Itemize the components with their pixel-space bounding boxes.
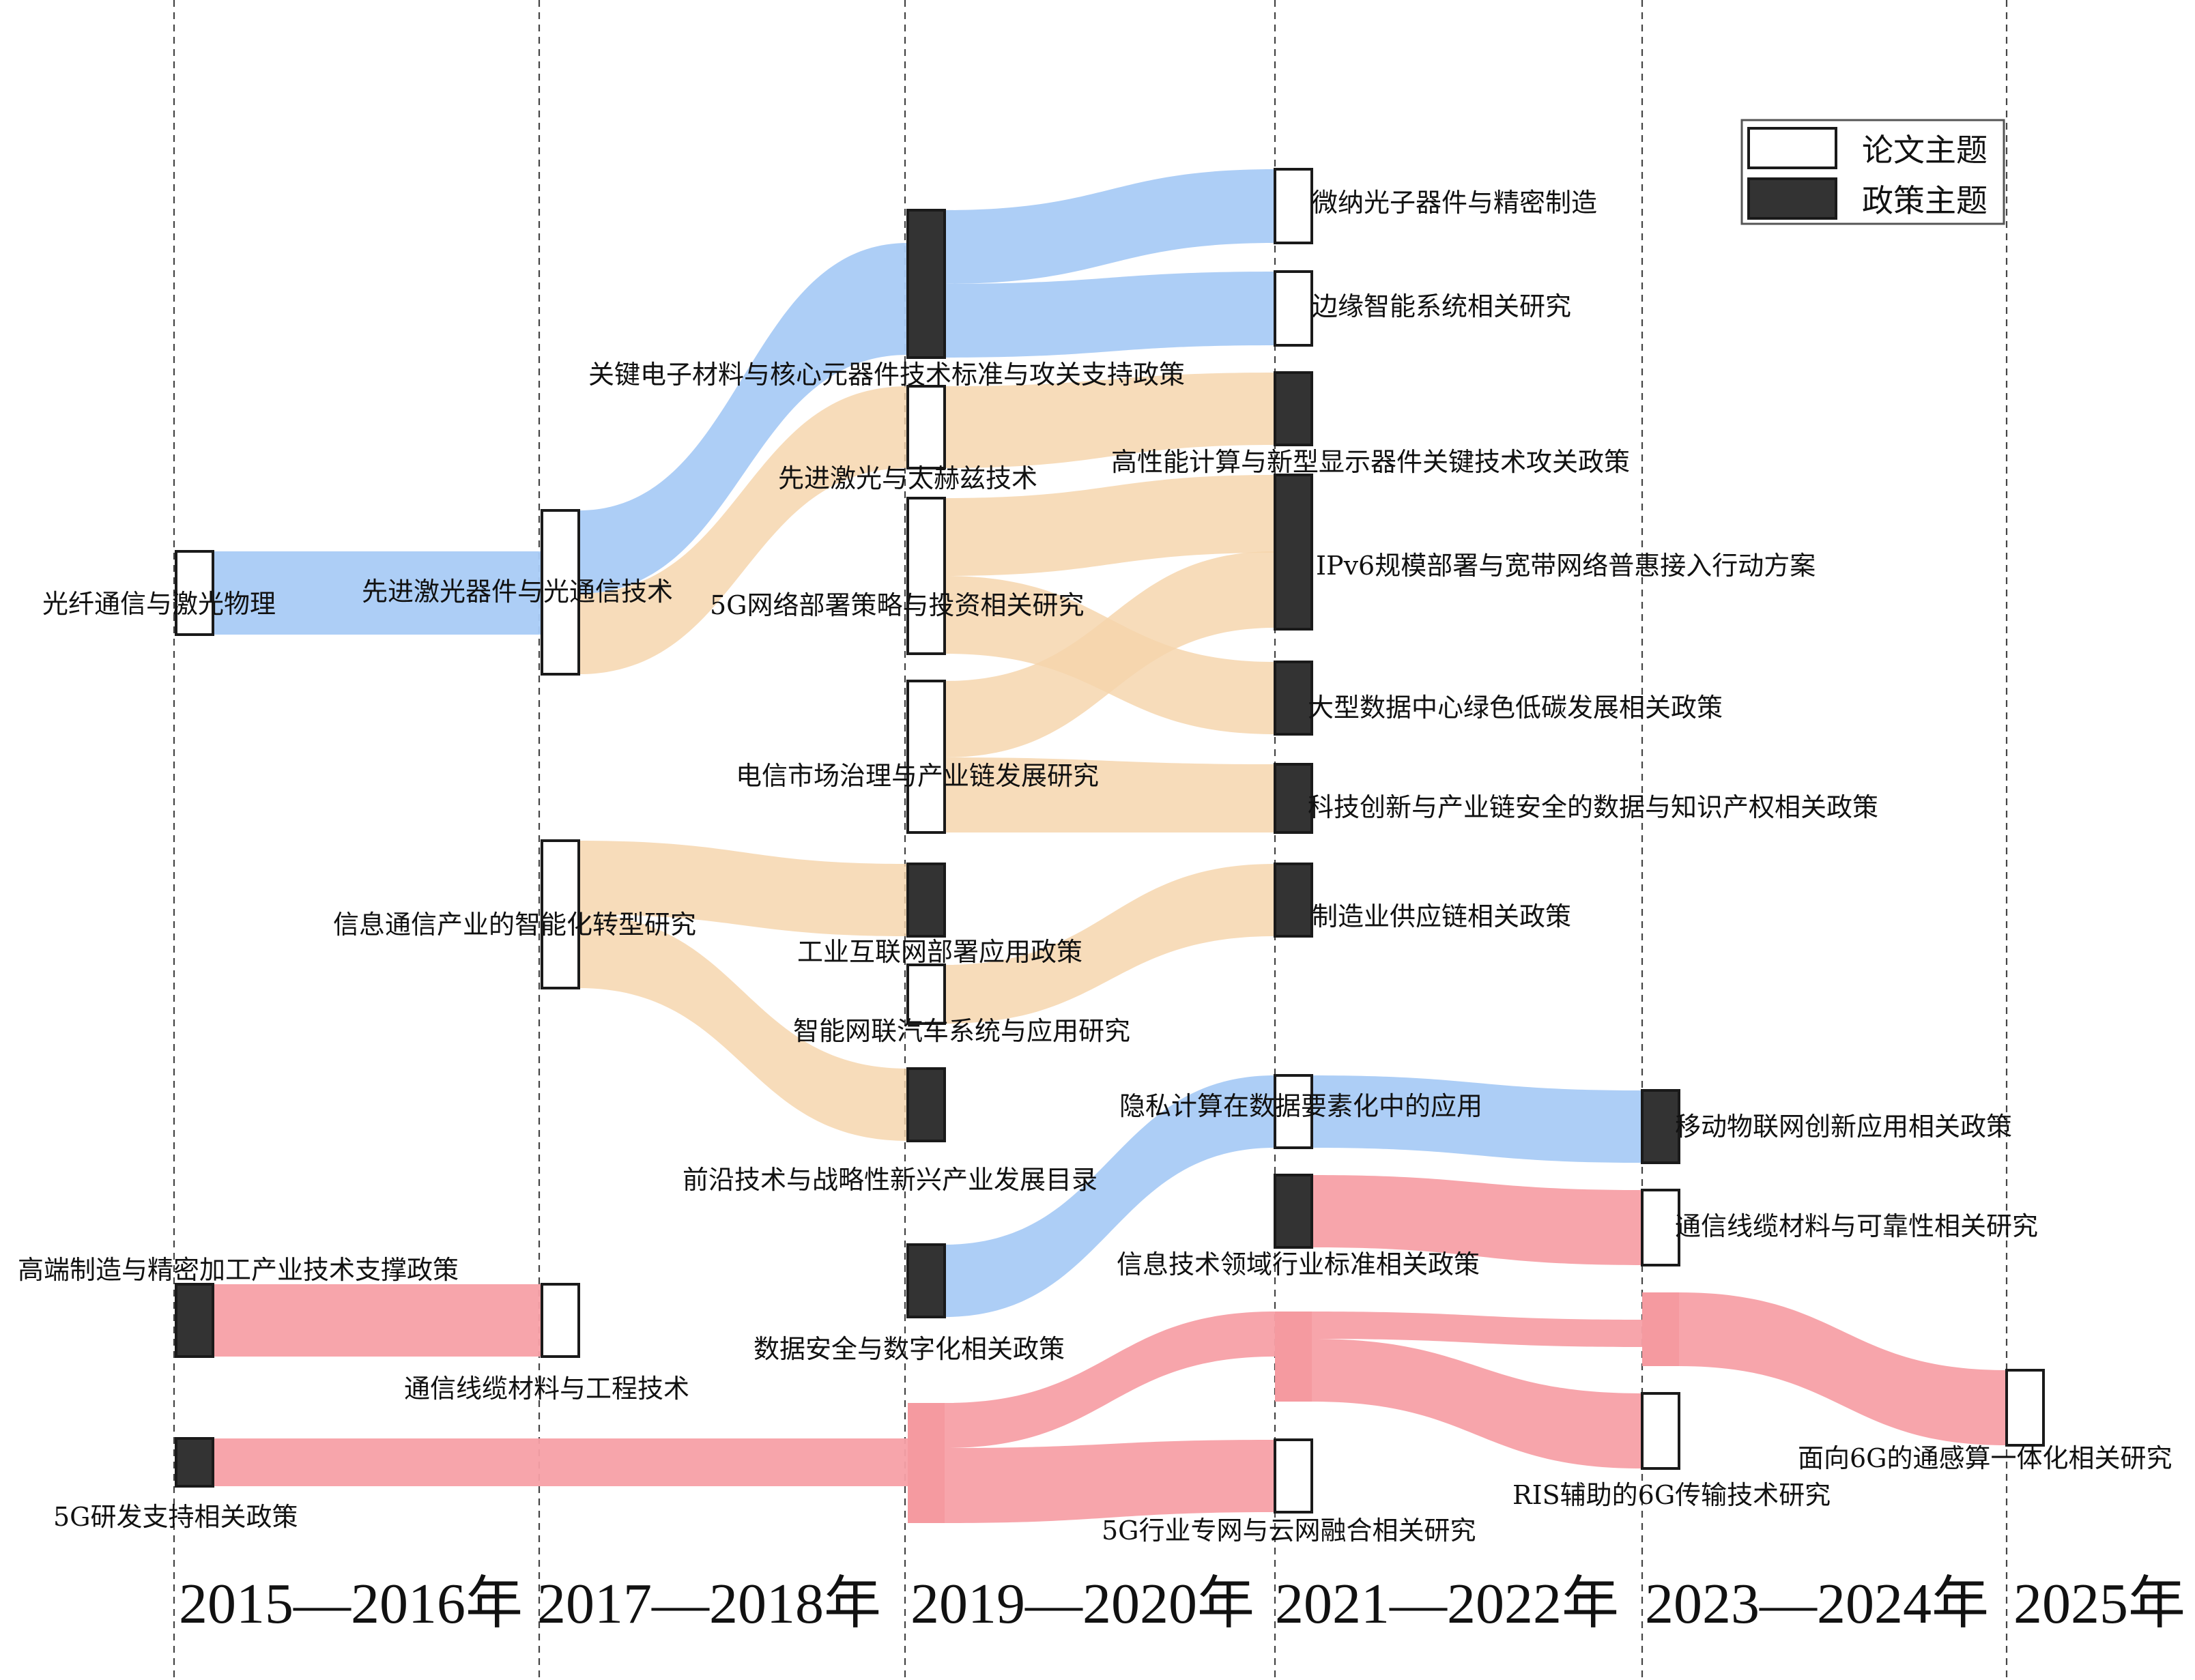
node-n26-paper <box>1641 1189 1680 1266</box>
node-label-n5: 信息通信产业的智能化转型研究 <box>333 910 696 940</box>
flow-n3b-n4b <box>945 1312 1275 1448</box>
node-n14-policy <box>906 1243 946 1318</box>
period-label-p1: 2015—2016年 <box>179 1572 523 1636</box>
node-n12-paper <box>906 964 946 1025</box>
legend-paper-swatch <box>1747 127 1837 169</box>
node-label-n12: 智能网联汽车系统与应用研究 <box>793 1016 1130 1046</box>
node-n17-policy <box>1274 371 1313 446</box>
period-label-p4: 2021—2022年 <box>1275 1572 1619 1636</box>
node-n28-paper <box>2005 1369 2045 1447</box>
flow-n5b-n28 <box>1679 1292 2007 1445</box>
legend-policy-swatch <box>1747 177 1837 220</box>
node-label-n2: 高端制造与精密加工产业技术支撑政策 <box>18 1255 459 1285</box>
period-label-p2: 2017—2018年 <box>537 1572 881 1636</box>
node-n13-policy <box>906 1067 946 1142</box>
node-label-n23: 信息技术领域行业标准相关政策 <box>1117 1249 1480 1279</box>
node-label-n27: RIS辅助的6G传输技术研究 <box>1512 1480 1831 1510</box>
flow-bands <box>213 169 2007 1523</box>
node-label-n6: 通信线缆材料与工程技术 <box>404 1374 689 1404</box>
node-label-n21: 制造业供应链相关政策 <box>1312 901 1571 931</box>
flow-n9-n18 <box>945 475 1275 576</box>
node-label-n18: IPv6规模部署与宽带网络普惠接入行动方案 <box>1316 551 1816 581</box>
node-n11-policy <box>906 863 946 938</box>
node-label-n26: 通信线缆材料与可靠性相关研究 <box>1675 1211 2038 1241</box>
node-n5-paper <box>541 839 580 989</box>
flow-n7-n15 <box>945 169 1275 284</box>
node-label-n19: 大型数据中心绿色低碳发展相关政策 <box>1308 693 1723 723</box>
flow-n22-n25 <box>1312 1075 1642 1163</box>
flow-n10-n20 <box>945 757 1275 832</box>
legend-policy-label: 政策主题 <box>1862 182 1988 219</box>
node-label-n13: 前沿技术与战略性新兴产业发展目录 <box>683 1165 1098 1195</box>
flow-n4b-n5b <box>1312 1312 1642 1347</box>
node-n21-policy <box>1274 863 1313 938</box>
flow-n23-n26 <box>1312 1175 1642 1265</box>
flow-n2-n6 <box>213 1284 542 1357</box>
node-n18-policy <box>1274 474 1313 631</box>
node-label-n28: 面向6G的通感算一体化相关研究 <box>1798 1443 2172 1473</box>
flow-passthrough-n5b <box>1642 1292 1679 1366</box>
flow-n7-n16 <box>945 272 1275 358</box>
node-label-n3: 5G研发支持相关政策 <box>53 1502 298 1532</box>
legend: 论文主题 政策主题 <box>1740 119 2005 225</box>
node-n23-policy <box>1274 1174 1313 1249</box>
period-labels: 2015—2016年 2017—2018年 2019—2020年 2021—2022年… <box>179 1572 2185 1636</box>
node-n4-paper <box>541 509 580 676</box>
flow-passthrough-n4b <box>1275 1312 1312 1402</box>
node-n3-policy <box>175 1437 214 1488</box>
node-n10-paper <box>906 680 946 834</box>
node-label-n9: 5G网络部署策略与投资相关研究 <box>710 590 1085 620</box>
node-n24-paper <box>1274 1438 1313 1514</box>
node-n15-paper <box>1274 168 1313 244</box>
flow-n4-n7 <box>579 243 908 594</box>
node-label-n16: 边缘智能系统相关研究 <box>1312 291 1571 321</box>
node-n2-policy <box>175 1283 214 1358</box>
node-n9-paper <box>906 497 946 655</box>
flow-n5-n11 <box>579 841 908 936</box>
period-label-p6: 2025年 <box>2013 1572 2185 1636</box>
flow-n10-n18 <box>945 551 1275 757</box>
legend-paper-label: 论文主题 <box>1862 132 1988 169</box>
node-label-n14: 数据安全与数字化相关政策 <box>754 1334 1065 1364</box>
node-n22-paper <box>1274 1074 1313 1149</box>
node-n19-policy <box>1274 661 1313 736</box>
node-label-n7: 关键电子材料与核心元器件技术标准与攻关支持政策 <box>588 360 1185 390</box>
flow-n1-n4 <box>213 551 542 635</box>
flow-n14-n22 <box>945 1075 1275 1317</box>
node-label-n15: 微纳光子器件与精密制造 <box>1312 188 1597 218</box>
flow-passthrough-n3b <box>908 1403 945 1523</box>
flow-n12-n21 <box>945 864 1275 1024</box>
node-n8-paper <box>906 385 946 469</box>
node-label-n22: 隐私计算在数据要素化中的应用 <box>1119 1091 1482 1121</box>
node-label-n1: 光纤通信与激光物理 <box>42 589 276 619</box>
node-label-n8: 先进激光与太赫兹技术 <box>778 463 1037 493</box>
node-n20-policy <box>1274 763 1313 834</box>
period-label-p3: 2019—2020年 <box>910 1572 1254 1636</box>
node-label-n25: 移动物联网创新应用相关政策 <box>1675 1112 2012 1142</box>
node-label-n20: 科技创新与产业链安全的数据与知识产权相关政策 <box>1308 792 1878 822</box>
node-label-n24: 5G行业专网与云网融合相关研究 <box>1102 1516 1476 1546</box>
node-n25-policy <box>1641 1089 1680 1164</box>
flow-n8-n17 <box>945 373 1275 468</box>
flow-n5-n13 <box>579 914 908 1141</box>
flow-n3-n3b <box>213 1438 908 1486</box>
node-n1-paper <box>175 550 214 636</box>
node-label-n4: 先进激光器件与光通信技术 <box>362 577 673 607</box>
period-dividers <box>173 0 2008 1680</box>
node-label-n11: 工业互联网部署应用政策 <box>797 937 1082 967</box>
node-label-n10: 电信市场治理与产业链发展研究 <box>736 761 1099 791</box>
flow-n4-n8 <box>579 386 908 674</box>
node-n16-paper <box>1274 270 1313 347</box>
theme-nodes <box>175 168 2045 1523</box>
node-label-n17: 高性能计算与新型显示器件关键技术攻关政策 <box>1111 447 1630 477</box>
period-label-p5: 2023—2024年 <box>1645 1572 1989 1636</box>
node-n27-paper <box>1641 1392 1680 1470</box>
flow-n4b-n27 <box>1312 1339 1642 1468</box>
node-n7-policy <box>906 209 946 359</box>
flow-n3b-n24 <box>945 1440 1275 1523</box>
node-n6-paper <box>541 1283 580 1358</box>
